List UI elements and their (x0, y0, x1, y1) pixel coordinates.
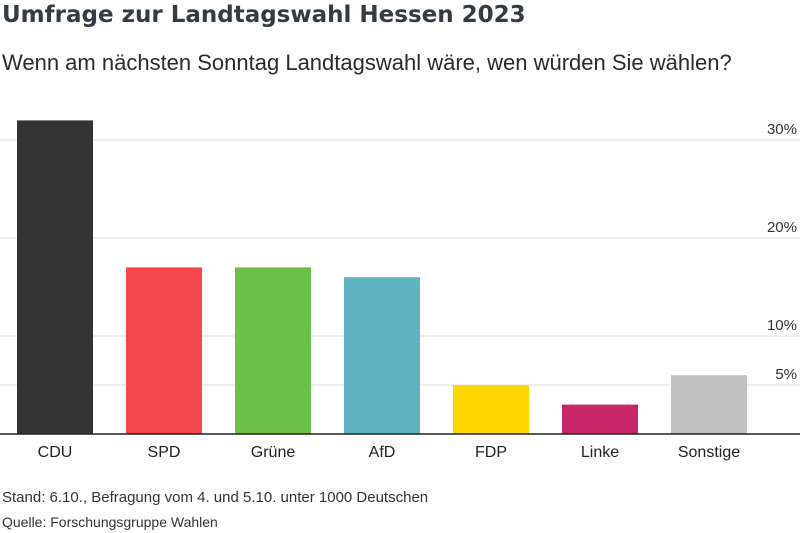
bar-afd (344, 277, 420, 434)
bar-linke (562, 404, 638, 434)
x-tick-label: SPD (148, 444, 181, 461)
bar-sonstige (671, 375, 747, 434)
y-tick-label: 30% (767, 121, 797, 138)
y-tick-label: 20% (767, 219, 797, 236)
bar-fdp (453, 385, 529, 434)
x-tick-label: CDU (38, 444, 73, 461)
y-tick-label: 5% (775, 366, 797, 383)
bar-cdu (17, 120, 93, 435)
y-tick-label: 10% (767, 317, 797, 334)
x-tick-label: FDP (475, 444, 507, 461)
source-note: Quelle: Forschungsgruppe Wahlen (2, 514, 218, 530)
x-tick-label: Linke (581, 444, 619, 461)
bar-grüne (235, 267, 311, 434)
x-tick-label: AfD (369, 444, 396, 461)
stand-note: Stand: 6.10., Befragung vom 4. und 5.10.… (2, 489, 429, 506)
chart-subtitle: Wenn am nächsten Sonntag Landtagswahl wä… (2, 50, 732, 75)
x-tick-label: Sonstige (678, 444, 740, 461)
chart-title: Umfrage zur Landtagswahl Hessen 2023 (2, 2, 526, 28)
x-tick-label: Grüne (251, 444, 296, 461)
bar-spd (126, 267, 202, 434)
